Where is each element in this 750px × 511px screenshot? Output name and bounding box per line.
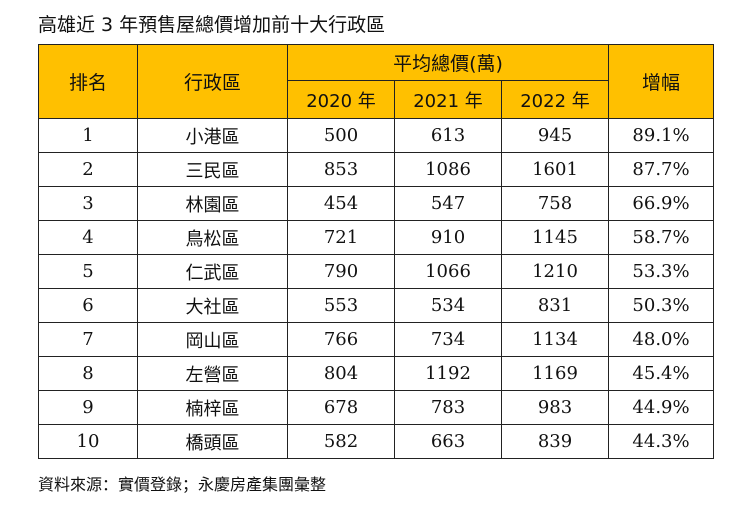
cell-district: 橋頭區 — [137, 424, 288, 459]
cell-increase: 66.9% — [608, 186, 715, 221]
table-row: 1 小港區 500 613 945 89.1% — [38, 118, 715, 153]
cell-2021: 1066 — [394, 254, 502, 289]
cell-2021: 783 — [394, 390, 502, 425]
cell-district: 鳥松區 — [137, 220, 288, 255]
cell-district: 林園區 — [137, 186, 288, 221]
cell-2022: 1210 — [500, 254, 610, 289]
cell-rank: 1 — [38, 118, 138, 153]
table-row: 5 仁武區 790 1066 1210 53.3% — [38, 254, 715, 289]
cell-2022: 983 — [500, 390, 610, 425]
cell-increase: 89.1% — [608, 118, 715, 153]
cell-2022: 945 — [500, 118, 610, 153]
cell-increase: 44.9% — [608, 390, 715, 425]
cell-2022: 1145 — [500, 220, 610, 255]
cell-2020: 678 — [287, 390, 395, 425]
cell-increase: 87.7% — [608, 152, 715, 187]
cell-2022: 839 — [500, 424, 610, 459]
cell-2020: 853 — [287, 152, 395, 187]
cell-2022: 1169 — [500, 356, 610, 391]
cell-increase: 58.7% — [608, 220, 715, 255]
cell-increase: 44.3% — [608, 424, 715, 459]
cell-2021: 534 — [394, 288, 502, 323]
cell-2021: 734 — [394, 322, 502, 357]
cell-rank: 8 — [38, 356, 138, 391]
cell-2022: 831 — [500, 288, 610, 323]
cell-district: 三民區 — [137, 152, 288, 187]
table-row: 10 橋頭區 582 663 839 44.3% — [38, 424, 715, 459]
cell-increase: 53.3% — [608, 254, 715, 289]
cell-2020: 721 — [287, 220, 395, 255]
cell-rank: 10 — [38, 424, 138, 459]
cell-rank: 9 — [38, 390, 138, 425]
table-row: 7 岡山區 766 734 1134 48.0% — [38, 322, 715, 357]
table-row: 2 三民區 853 1086 1601 87.7% — [38, 152, 715, 187]
cell-2021: 910 — [394, 220, 502, 255]
cell-2020: 553 — [287, 288, 395, 323]
header-avg-price: 平均總價(萬) — [286, 44, 610, 81]
cell-district: 岡山區 — [137, 322, 288, 357]
header-year-2022: 2022 年 — [500, 80, 610, 119]
cell-increase: 50.3% — [608, 288, 715, 323]
cell-district: 楠梓區 — [137, 390, 288, 425]
table-row: 6 大社區 553 534 831 50.3% — [38, 288, 715, 323]
cell-2020: 500 — [287, 118, 395, 153]
cell-2020: 766 — [287, 322, 395, 357]
cell-2021: 1192 — [394, 356, 502, 391]
cell-rank: 7 — [38, 322, 138, 357]
cell-2020: 804 — [287, 356, 395, 391]
table-row: 8 左營區 804 1192 1169 45.4% — [38, 356, 715, 391]
header-rank: 排名 — [38, 44, 138, 119]
header-district: 行政區 — [137, 44, 288, 119]
price-table: 排名 行政區 平均總價(萬) 增幅 2020 年 2021 年 2022 年 1… — [38, 44, 715, 459]
cell-rank: 5 — [38, 254, 138, 289]
header-year-2021: 2021 年 — [394, 80, 502, 119]
cell-2020: 582 — [287, 424, 395, 459]
cell-2021: 613 — [394, 118, 502, 153]
cell-2021: 1086 — [394, 152, 502, 187]
cell-rank: 3 — [38, 186, 138, 221]
cell-2020: 454 — [287, 186, 395, 221]
header-year-2020: 2020 年 — [287, 80, 395, 119]
source-note: 資料來源：實價登錄；永慶房產集團彙整 — [38, 475, 327, 494]
cell-district: 左營區 — [137, 356, 288, 391]
cell-2020: 790 — [287, 254, 395, 289]
cell-2022: 1134 — [500, 322, 610, 357]
cell-2022: 758 — [500, 186, 610, 221]
table-row: 9 楠梓區 678 783 983 44.9% — [38, 390, 715, 425]
cell-increase: 48.0% — [608, 322, 715, 357]
table-row: 3 林園區 454 547 758 66.9% — [38, 186, 715, 221]
cell-district: 大社區 — [137, 288, 288, 323]
cell-2021: 663 — [394, 424, 502, 459]
cell-rank: 4 — [38, 220, 138, 255]
cell-rank: 6 — [38, 288, 138, 323]
table-row: 4 鳥松區 721 910 1145 58.7% — [38, 220, 715, 255]
cell-district: 仁武區 — [137, 254, 288, 289]
cell-2022: 1601 — [500, 152, 610, 187]
cell-rank: 2 — [38, 152, 138, 187]
cell-district: 小港區 — [137, 118, 288, 153]
page-title: 高雄近 3 年預售屋總價增加前十大行政區 — [38, 14, 386, 36]
cell-2021: 547 — [394, 186, 502, 221]
header-increase: 增幅 — [608, 44, 715, 119]
cell-increase: 45.4% — [608, 356, 715, 391]
